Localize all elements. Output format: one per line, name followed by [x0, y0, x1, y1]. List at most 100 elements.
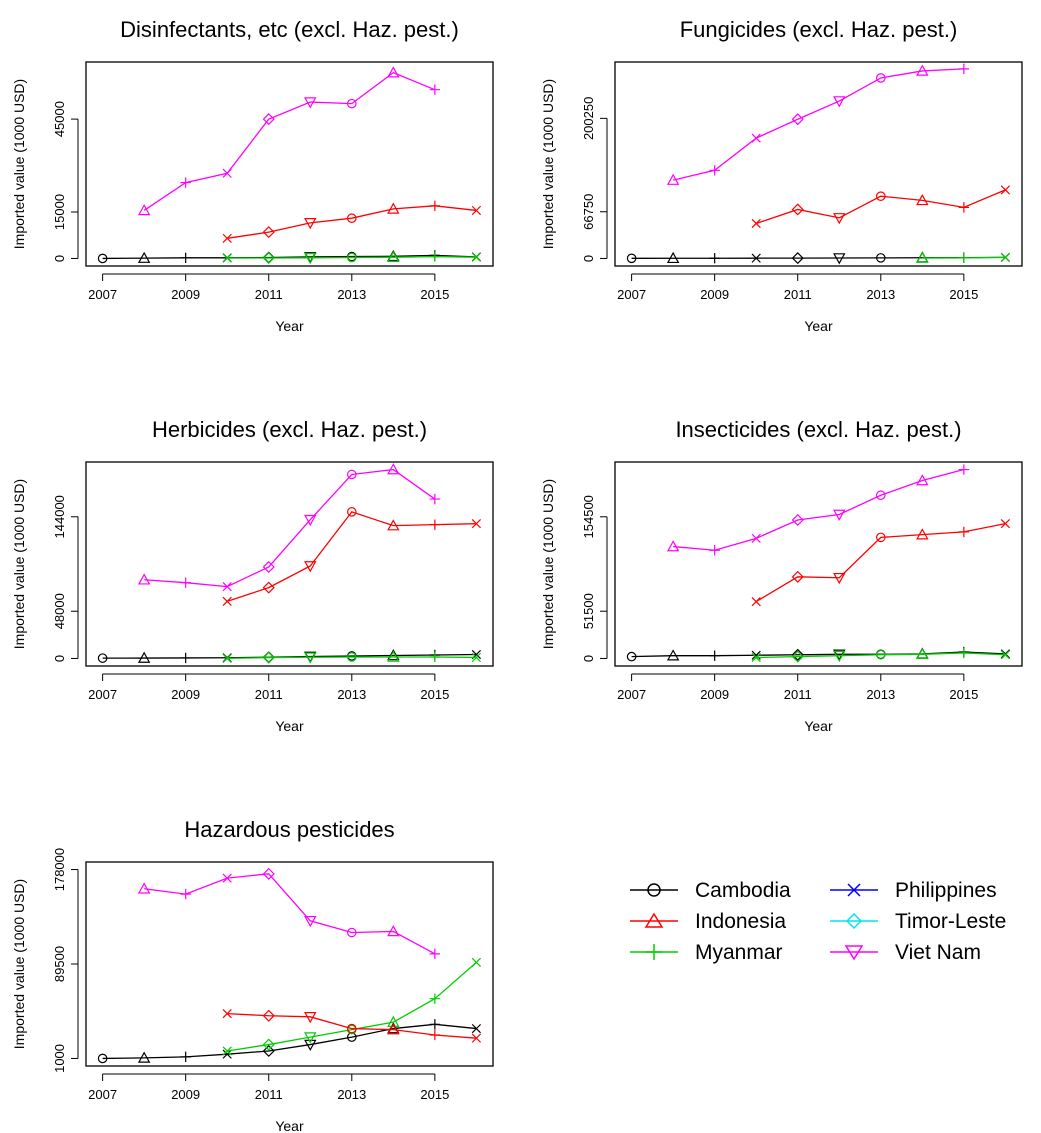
data-point	[666, 540, 680, 552]
x-tick-label: 2011	[784, 687, 812, 702]
data-point	[709, 545, 720, 556]
legend-item: Indonesia	[630, 910, 786, 933]
legend-item: Cambodia	[630, 879, 791, 902]
y-tick-label: 0	[581, 255, 596, 262]
data-point	[387, 519, 400, 531]
series-line-viet-nam	[144, 873, 436, 955]
data-point	[471, 519, 482, 529]
y-tick-label: 144000	[52, 495, 67, 538]
data-point	[222, 1049, 232, 1059]
series-line-indonesia	[755, 189, 1006, 225]
data-point	[222, 233, 232, 243]
y-axis-label: Imported value (1000 USD)	[11, 79, 27, 249]
data-point	[916, 64, 929, 76]
legend-item: Philippines	[830, 879, 997, 902]
data-point	[262, 1044, 275, 1058]
legend-label: Indonesia	[695, 910, 786, 933]
x-tick-label: 2007	[617, 287, 646, 302]
legend-item: Viet Nam	[830, 941, 981, 964]
data-point	[222, 253, 232, 263]
y-axis-label: Imported value (1000 USD)	[540, 479, 556, 649]
data-point	[471, 252, 482, 262]
x-tick-label: 2007	[617, 687, 646, 702]
data-point	[916, 528, 929, 540]
y-tick-label: 45000	[52, 101, 67, 137]
data-point	[429, 1029, 441, 1041]
data-point	[751, 253, 761, 263]
data-point	[626, 253, 637, 264]
chart-panel: Disinfectants, etc (excl. Haz. pest.) 200…	[11, 17, 494, 334]
y-tick-label: 15000	[52, 194, 67, 230]
data-point	[791, 252, 804, 265]
data-point	[262, 226, 275, 239]
x-tick-label: 2013	[866, 687, 895, 702]
data-point	[709, 165, 720, 176]
data-point	[180, 888, 191, 900]
y-tick-label: 1000	[52, 1044, 67, 1073]
y-tick-label: 178000	[52, 848, 67, 891]
data-point	[304, 253, 317, 265]
plot-frame	[614, 461, 1023, 667]
data-point	[137, 882, 151, 894]
data-point	[471, 1033, 482, 1043]
data-point	[833, 509, 846, 521]
legend-label: Timor-Leste	[895, 910, 1006, 933]
series-line-cambodia	[102, 254, 477, 260]
series-line-cambodia	[102, 1023, 477, 1060]
data-point	[346, 1023, 357, 1034]
data-point	[958, 526, 970, 538]
legend-label: Philippines	[895, 879, 997, 902]
data-point	[346, 213, 357, 223]
x-tick-label: 2015	[420, 1087, 449, 1102]
data-point	[346, 507, 357, 517]
series-line-viet-nam	[673, 468, 965, 551]
data-point	[222, 653, 232, 663]
data-point	[791, 113, 804, 126]
y-tick-label: 200250	[581, 97, 596, 140]
legend-label: Cambodia	[695, 879, 791, 902]
data-point	[429, 493, 441, 505]
series-line-indonesia	[755, 523, 1006, 603]
data-point	[222, 1008, 232, 1019]
data-point	[709, 650, 720, 661]
data-point	[387, 66, 400, 78]
data-point	[751, 218, 761, 229]
data-point	[304, 652, 317, 664]
y-tick-label: 0	[52, 255, 67, 262]
y-axis-label: Imported value (1000 USD)	[11, 879, 27, 1049]
chart-title: Hazardous pesticides	[184, 817, 394, 842]
data-point	[471, 957, 482, 968]
data-point	[429, 651, 441, 663]
data-point	[346, 927, 357, 938]
data-point	[304, 97, 317, 109]
data-point	[833, 253, 846, 265]
data-point	[137, 251, 151, 263]
data-point	[958, 647, 970, 659]
data-point	[304, 1039, 317, 1052]
data-point	[875, 191, 886, 201]
data-point	[387, 1023, 400, 1035]
data-point	[137, 573, 151, 585]
legend-marker-circle-icon	[647, 883, 661, 897]
x-tick-label: 2015	[949, 287, 978, 302]
data-point	[346, 469, 357, 480]
y-axis-label: Imported value (1000 USD)	[11, 479, 27, 649]
data-point	[222, 1046, 232, 1056]
data-point	[471, 652, 482, 663]
data-point	[97, 1053, 108, 1064]
data-point	[916, 474, 929, 486]
data-point	[916, 193, 929, 206]
data-point	[666, 173, 680, 185]
data-point	[262, 581, 275, 594]
series-line-viet-nam	[144, 468, 436, 588]
data-point	[471, 1023, 482, 1034]
data-point	[180, 652, 191, 664]
data-point	[666, 649, 680, 661]
data-point	[387, 650, 400, 662]
data-point	[137, 204, 151, 216]
x-axis-label: Year	[804, 318, 833, 334]
data-point	[262, 560, 275, 573]
legend: Cambodia Indonesia Myanmar Philippines Timor…	[630, 879, 1006, 964]
data-point	[180, 1051, 191, 1063]
